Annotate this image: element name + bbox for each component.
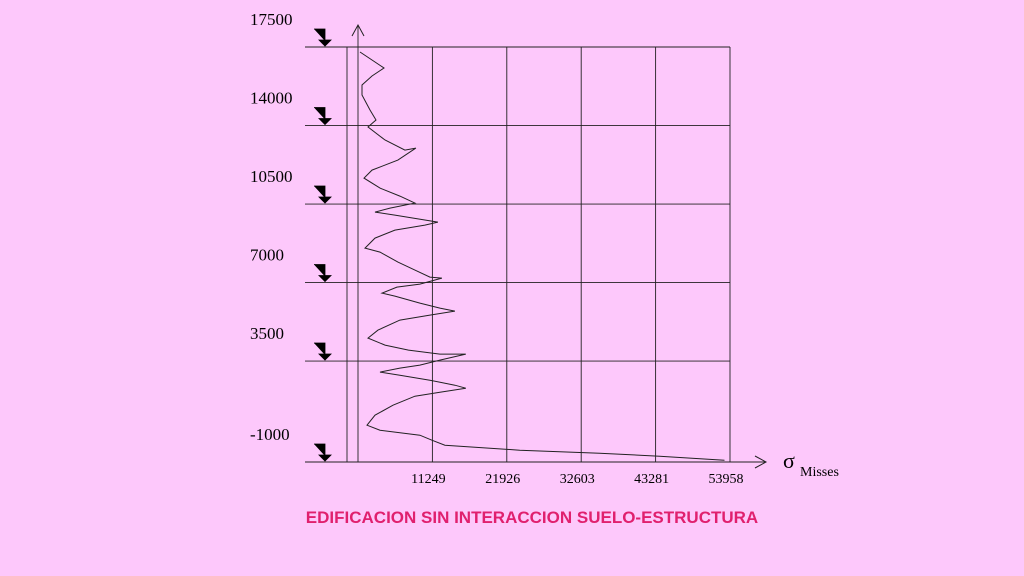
x-tick-label: 21926: [485, 472, 520, 487]
x-axis-label: Misses: [800, 465, 839, 480]
data-line: [359, 51, 725, 461]
level-marker: [314, 342, 332, 361]
y-tick-label: -1000: [250, 425, 290, 444]
x-tick-label: 11249: [411, 472, 445, 487]
level-marker: [314, 443, 332, 462]
level-marker: [314, 264, 332, 283]
y-tick-label: 7000: [250, 246, 284, 265]
x-tick-label: 53958: [709, 472, 744, 487]
axes: [305, 23, 768, 469]
chart-title: EDIFICACION SIN INTERACCION SUELO-ESTRUC…: [306, 508, 758, 527]
level-marker: [314, 28, 332, 47]
x-tick-label: 32603: [560, 472, 595, 487]
level-marker: [314, 107, 332, 126]
x-tick-label: 43281: [634, 472, 669, 487]
x-symbol: σ: [783, 448, 795, 473]
y-tick-label: 17500: [250, 10, 293, 29]
y-tick-label: 10500: [250, 167, 293, 186]
y-tick-label: 3500: [250, 324, 284, 343]
level-marker: [314, 185, 332, 204]
y-tick-label: 14000: [250, 89, 293, 108]
